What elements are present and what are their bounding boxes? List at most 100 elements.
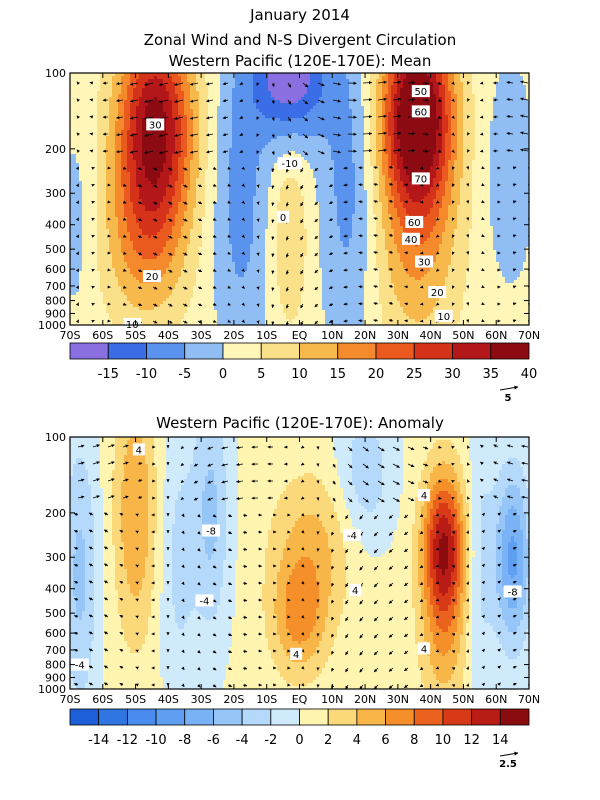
heatmap-cell [430,142,434,146]
heatmap-cell [331,115,335,119]
heatmap-cell [412,127,416,131]
heatmap-cell [391,151,395,155]
heatmap-cell [340,139,344,143]
heatmap-cell [376,127,380,131]
heatmap-cell [280,133,284,137]
heatmap-cell [388,109,392,113]
heatmap-cell [184,88,188,92]
heatmap-cell [343,133,347,137]
heatmap-cell [502,97,506,101]
heatmap-cell [262,112,266,116]
heatmap-cell [508,85,512,89]
heatmap-cell [82,109,86,113]
heatmap-cell [112,148,116,152]
heatmap-cell [334,73,338,77]
heatmap-cell [346,160,350,164]
heatmap-cell [217,133,221,137]
heatmap-cell [526,157,529,161]
heatmap-cell [316,103,320,107]
heatmap-cell [307,115,311,119]
heatmap-cell [280,145,284,149]
heatmap-cell [409,130,413,134]
heatmap-cell [91,157,95,161]
heatmap-cell [331,106,335,110]
heatmap-cell [232,145,236,149]
heatmap-cell [385,166,389,170]
heatmap-cell [184,103,188,107]
heatmap-cell [97,106,101,110]
heatmap-cell [451,76,455,80]
heatmap-cell [517,97,521,101]
heatmap-cell [331,133,335,137]
heatmap-cell [214,91,218,95]
heatmap-cell [100,133,104,137]
heatmap-cell [151,136,155,140]
heatmap-cell [265,136,269,140]
heatmap-cell [382,151,386,155]
heatmap-cell [202,91,206,95]
heatmap-cell [274,112,278,116]
heatmap-cell [301,154,305,158]
heatmap-cell [343,121,347,125]
heatmap-cell [187,124,191,128]
heatmap-cell [244,139,248,143]
heatmap-cell [298,94,302,98]
heatmap-cell [520,73,524,77]
heatmap-cell [364,91,368,95]
heatmap-cell [409,94,413,98]
heatmap-cell [361,145,365,149]
heatmap-cell [475,115,479,119]
heatmap-cell [313,133,317,137]
heatmap-cell [490,157,494,161]
heatmap-cell [100,100,104,104]
heatmap-cell [484,139,488,143]
heatmap-cell [415,154,419,158]
heatmap-cell [355,73,359,77]
heatmap-cell [94,169,98,173]
heatmap-cell [181,88,185,92]
heatmap-cell [373,121,377,125]
heatmap-cell [517,73,521,77]
heatmap-cell [79,157,83,161]
heatmap-cell [241,169,245,173]
heatmap-cell [475,100,479,104]
heatmap-cell [271,112,275,116]
heatmap-cell [442,79,446,83]
heatmap-cell [88,121,92,125]
heatmap-cell [379,157,383,161]
heatmap-cell [352,127,356,131]
heatmap-cell [433,103,437,107]
heatmap-cell [172,139,176,143]
heatmap-cell [220,142,224,146]
heatmap-cell [361,148,365,152]
heatmap-cell [361,82,365,86]
heatmap-cell [454,73,458,77]
heatmap-cell [127,157,131,161]
heatmap-cell [100,127,104,131]
heatmap-cell [214,76,218,80]
heatmap-cell [391,94,395,98]
heatmap-cell [526,112,529,116]
heatmap-cell [511,127,515,131]
heatmap-cell [496,139,500,143]
heatmap-cell [133,73,137,77]
heatmap-cell [496,136,500,140]
heatmap-cell [388,73,392,77]
heatmap-cell [226,130,230,134]
heatmap-cell [112,151,116,155]
heatmap-cell [349,91,353,95]
heatmap-cell [106,124,110,128]
heatmap-cell [265,91,269,95]
heatmap-cell [256,136,260,140]
heatmap-cell [475,133,479,137]
heatmap-cell [373,97,377,101]
heatmap-cell [442,103,446,107]
heatmap-cell [376,100,380,104]
heatmap-cell [154,163,158,167]
heatmap-cell [322,112,326,116]
heatmap-cell [157,148,161,152]
heatmap-cell [505,127,509,131]
heatmap-cell [403,106,407,110]
heatmap-cell [97,145,101,149]
heatmap-cell [331,127,335,131]
